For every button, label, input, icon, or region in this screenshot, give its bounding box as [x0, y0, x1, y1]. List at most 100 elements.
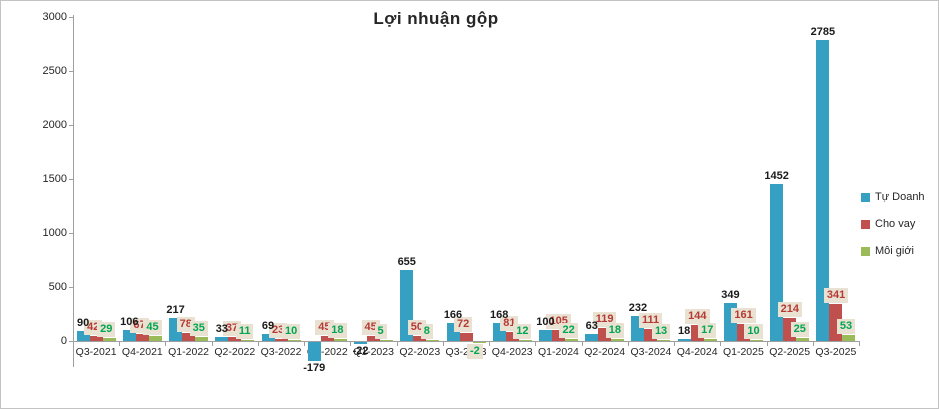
x-tick-label: Q2-2023: [399, 346, 441, 358]
bar-Cho vay: [182, 332, 196, 341]
bar-Tự Doanh: [215, 337, 229, 341]
x-tick-label: Q1-2023: [353, 346, 394, 358]
x-tick-label: Q2-2022: [214, 346, 256, 358]
bar-Tự Doanh: [816, 40, 830, 341]
bar-Môi giới: [102, 337, 116, 341]
x-tick-label: Q1-2025: [722, 346, 764, 358]
x-tick-label: Q3-2025: [815, 346, 857, 358]
bar-label-Môi giới: 45: [143, 320, 162, 336]
x-tick-mark: [350, 341, 352, 346]
bar-Môi giới: [333, 339, 347, 341]
legend-item-Môi giới: Môi giới: [861, 245, 925, 257]
bar-Môi giới: [518, 339, 532, 341]
bar-Cho vay: [274, 338, 288, 341]
bar-label-Tự Doanh: 69: [261, 319, 275, 332]
bar-label-Môi giới: 10: [744, 323, 763, 339]
bar-Môi giới: [148, 336, 162, 341]
bar-label-Tự Doanh: 90: [76, 317, 90, 330]
bar-label-Môi giới: 53: [836, 319, 856, 335]
x-tick-label: Q2-2024: [584, 346, 626, 358]
x-tick-mark: [674, 341, 676, 346]
y-tick-label: 2000: [42, 119, 67, 131]
bar-label-Môi giới: 10: [282, 323, 301, 339]
legend-label: Môi giới: [875, 245, 914, 257]
bar-Cho vay: [505, 332, 519, 341]
y-tick-label: 500: [48, 281, 67, 293]
bar-label-Tự Doanh: 106: [120, 315, 139, 328]
bar-Cho vay: [459, 333, 473, 341]
bar-label-Tự Doanh: 232: [628, 301, 648, 314]
x-tick-mark: [489, 341, 491, 346]
bar-Môi giới: [564, 338, 578, 341]
bar-label-Môi giới: 17: [698, 323, 717, 339]
bar-label-Tự Doanh: 100: [536, 316, 555, 329]
bar-Môi giới: [195, 337, 209, 341]
bar-Môi giới: [287, 339, 301, 341]
bar-label-Tự Doanh: 18: [678, 325, 691, 338]
bar-Môi giới: [611, 339, 625, 341]
bar-Tự Doanh: [76, 331, 90, 341]
x-tick-mark: [304, 341, 306, 346]
bar-label-Môi giới: 29: [97, 321, 116, 337]
bar-label-Cho vay: 144: [685, 309, 710, 325]
bar-label-Tự Doanh: 63: [585, 320, 598, 333]
legend-label: Tự Doanh: [875, 191, 925, 203]
bar-label-Môi giới: 35: [189, 321, 208, 337]
bar-Cho vay: [89, 336, 103, 341]
x-tick-label: Q3-2021: [75, 346, 117, 358]
x-tick-mark: [211, 341, 213, 346]
y-tick-mark: [69, 233, 73, 234]
legend-label: Cho vay: [875, 218, 916, 230]
legend-item-Cho vay: Cho vay: [861, 218, 925, 230]
y-tick-mark: [69, 125, 73, 126]
bar-Môi giới: [842, 335, 856, 341]
y-tick-mark: [69, 341, 73, 342]
bar-label-Môi giới: 13: [651, 323, 671, 339]
bar-label-Môi giới: 8: [420, 324, 433, 339]
y-tick-mark: [69, 71, 73, 72]
bar-label-Cho vay: 72: [454, 317, 473, 333]
bar-label-Môi giới: 12: [513, 323, 532, 339]
x-tick-mark: [257, 341, 259, 346]
bar-label-Tự Doanh: 1452: [764, 170, 789, 183]
bar-Tự Doanh: [770, 184, 784, 341]
bar-label-Môi giới: -2: [467, 344, 483, 359]
legend-swatch: [861, 246, 870, 256]
bar-Môi giới: [472, 342, 486, 343]
bar-Môi giới: [749, 339, 763, 341]
x-axis-line: [73, 341, 859, 342]
x-tick-mark: [119, 341, 121, 346]
bar-Tự Doanh: [307, 342, 321, 362]
x-tick-mark: [766, 341, 768, 346]
bar-label-Môi giới: 5: [374, 324, 387, 339]
bar-label-Môi giới: 18: [605, 323, 624, 339]
x-tick-mark: [720, 341, 722, 346]
x-tick-mark: [535, 341, 537, 346]
x-tick-mark: [627, 341, 629, 346]
bar-label-Cho vay: 341: [823, 288, 849, 304]
chart-title: Lợi nhuận gộp: [373, 9, 499, 28]
bar-Cho vay: [413, 335, 427, 341]
legend-swatch: [861, 192, 870, 202]
bar-label-Môi giới: 22: [559, 322, 578, 338]
bar-Môi giới: [426, 340, 440, 341]
x-tick-mark: [812, 341, 814, 346]
y-tick-mark: [69, 179, 73, 180]
bar-label-Tự Doanh: -179: [303, 362, 326, 375]
x-tick-mark: [859, 341, 860, 346]
bar-Môi giới: [657, 339, 671, 341]
bar-Tự Doanh: [538, 330, 552, 341]
bar-Cho vay: [644, 329, 658, 341]
x-tick-label: Q4-2023: [491, 346, 533, 358]
bar-Cho vay: [551, 329, 565, 341]
bar-Môi giới: [380, 340, 394, 341]
x-tick-mark: [165, 341, 167, 346]
bar-label-Tự Doanh: 217: [166, 303, 185, 316]
bar-Cho vay: [367, 336, 381, 341]
x-tick-mark: [442, 341, 444, 346]
x-tick-mark: [581, 341, 583, 346]
bar-Môi giới: [703, 339, 717, 341]
legend: Tự Doanh Cho vay Môi giới: [861, 191, 925, 272]
x-tick-label: Q1-2024: [538, 346, 579, 358]
